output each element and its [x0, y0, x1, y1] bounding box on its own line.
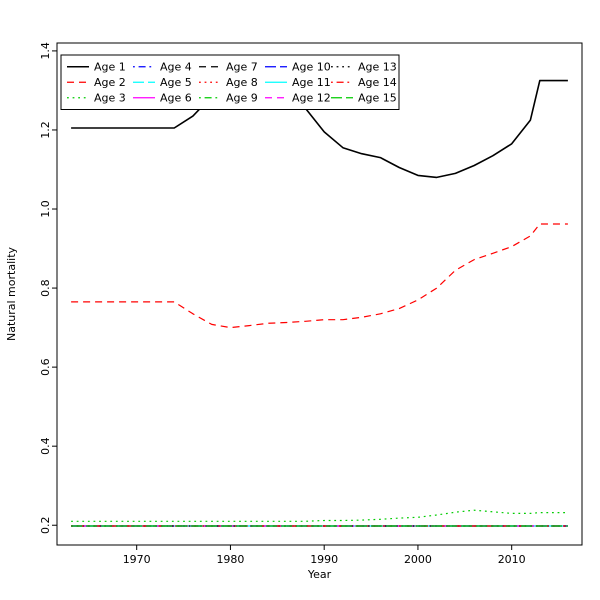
series-line-age-1: [71, 69, 568, 179]
legend-entry-age-8: Age 8: [199, 76, 258, 89]
legend-entry-age-4: Age 4: [133, 60, 192, 73]
legend-label: Age 6: [160, 91, 192, 104]
legend-label: Age 3: [94, 91, 126, 104]
legend-entry-age-10: Age 10: [265, 60, 331, 73]
legend-label: Age 11: [292, 76, 331, 89]
legend-label: Age 14: [358, 76, 397, 89]
legend-label: Age 13: [358, 60, 397, 73]
legend-entry-age-6: Age 6: [133, 91, 192, 104]
legend-label: Age 9: [226, 91, 258, 104]
legend-label: Age 7: [226, 60, 258, 73]
legend: Age 1 Age 2 Age 3 Age 4 Age 5 Age 6 Age 7 Age 8…: [60, 54, 400, 110]
y-tick-label: 0.6: [39, 358, 52, 376]
x-axis-title: Year: [307, 568, 332, 581]
y-tick-label: 1.2: [39, 121, 52, 139]
legend-label: Age 5: [160, 76, 192, 89]
legend-label: Age 8: [226, 76, 258, 89]
x-tick-label: 1990: [310, 553, 338, 566]
y-tick-label: 0.4: [39, 437, 52, 455]
legend-entry-age-13: Age 13: [331, 60, 397, 73]
legend-entry-age-1: Age 1: [67, 60, 126, 73]
legend-label: Age 15: [358, 91, 397, 104]
y-tick-label: 1.4: [39, 42, 52, 60]
legend-label: Age 2: [94, 76, 126, 89]
legend-label: Age 1: [94, 60, 126, 73]
y-axis-title: Natural mortality: [5, 246, 18, 341]
legend-entry-age-9: Age 9: [199, 91, 258, 104]
x-tick-label: 1970: [123, 553, 151, 566]
x-tick-label: 2010: [498, 553, 526, 566]
legend-entry-age-15: Age 15: [331, 91, 397, 104]
legend-entry-age-7: Age 7: [199, 60, 258, 73]
legend-label: Age 4: [160, 60, 192, 73]
y-tick-label: 1.0: [39, 200, 52, 218]
legend-entry-age-2: Age 2: [67, 76, 126, 89]
legend-label: Age 10: [292, 60, 331, 73]
series-line-age-2: [71, 223, 568, 329]
legend-entry-age-12: Age 12: [265, 91, 331, 104]
legend-entry-age-11: Age 11: [265, 76, 331, 89]
legend-label: Age 12: [292, 91, 331, 104]
x-tick-label: 1980: [216, 553, 244, 566]
series-group: [71, 69, 568, 527]
legend-entry-age-14: Age 14: [331, 76, 397, 89]
x-tick-label: 2000: [404, 553, 432, 566]
legend-entry-age-5: Age 5: [133, 76, 192, 89]
y-tick-label: 0.2: [39, 516, 52, 534]
legend-entry-age-3: Age 3: [67, 91, 126, 104]
plot-border: [56, 42, 583, 546]
y-tick-label: 0.8: [39, 279, 52, 297]
